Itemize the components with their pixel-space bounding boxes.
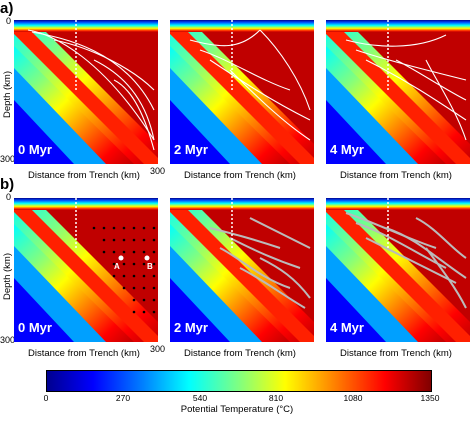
particle-dot [152, 310, 156, 314]
panel-b-2: 4 Myr [326, 198, 470, 342]
particle-dot [132, 310, 136, 314]
particle-dot [132, 274, 136, 278]
x-axis-label-b-0: Distance from Trench (km) [28, 348, 140, 359]
time-label-a-2: 4 Myr [330, 142, 364, 157]
particle-dot [142, 238, 146, 242]
temperature-field-b-1 [170, 198, 314, 342]
colorbar-title: Potential Temperature (°C) [180, 404, 294, 415]
particle-dot [132, 298, 136, 302]
particle-dot [132, 286, 136, 290]
y-axis-label-row-b: Depth (km) [2, 253, 13, 300]
particle-paths [345, 212, 467, 309]
colorbar-tick: 0 [43, 393, 49, 403]
temperature-field-a-0 [14, 20, 158, 164]
particle-dot [132, 250, 136, 254]
y-tick-top-row-b: 0 [6, 192, 12, 202]
particle-dot [142, 274, 146, 278]
particle-dot [152, 262, 156, 266]
particle-dot [112, 274, 116, 278]
temperature-field-b-0: A B [14, 198, 158, 342]
marker-b-dot [144, 255, 150, 261]
particle-dot [122, 238, 126, 242]
colorbar-tick: 1080 [343, 393, 363, 403]
particle-dot [122, 286, 126, 290]
particle-paths [209, 217, 311, 309]
particle-dot [142, 226, 146, 230]
marker-a-dot [118, 255, 124, 261]
y-tick-bottom-row-b: 300 [0, 335, 16, 345]
y-tick-top-row-a: 0 [6, 16, 12, 26]
particle-dot [112, 238, 116, 242]
particle-dot [122, 274, 126, 278]
x-axis-label-b-2: Distance from Trench (km) [340, 348, 452, 359]
particle-dot [152, 286, 156, 290]
colorbar [46, 370, 432, 392]
colorbar-tick: 810 [268, 393, 284, 403]
x-axis-label-a-2: Distance from Trench (km) [340, 170, 452, 181]
marker-a-label: A [114, 262, 120, 271]
particle-dot [142, 310, 146, 314]
temperature-field-a-2 [326, 20, 470, 164]
marker-b-label: B [147, 262, 153, 271]
time-label-a-0: 0 Myr [18, 142, 52, 157]
temperature-field-a-1 [170, 20, 314, 164]
particle-dot [132, 238, 136, 242]
particle-dot [92, 226, 96, 230]
particle-dot [102, 238, 106, 242]
row-label-b: b) [0, 176, 15, 193]
particle-dot [142, 298, 146, 302]
particle-dot [152, 238, 156, 242]
particle-dot [132, 262, 136, 266]
particle-dot [122, 262, 126, 266]
particle-dot [152, 250, 156, 254]
flow-lines [27, 29, 155, 151]
particle-dot [142, 262, 146, 266]
particle-dot [122, 250, 126, 254]
panel-a-2: 4 Myr [326, 20, 470, 164]
particle-dot [112, 226, 116, 230]
colorbar-tick: 270 [115, 393, 131, 403]
particle-dot [122, 226, 126, 230]
panel-b-1: 2 Myr [170, 198, 314, 342]
particle-dot [142, 250, 146, 254]
particle-dot [102, 250, 106, 254]
particle-dot [152, 298, 156, 302]
panel-a-1: 2 Myr [170, 20, 314, 164]
particle-dot [152, 274, 156, 278]
x-axis-label-a-1: Distance from Trench (km) [184, 170, 296, 181]
time-label-b-0: 0 Myr [18, 320, 52, 335]
particle-dot [102, 226, 106, 230]
x-axis-label-b-1: Distance from Trench (km) [184, 348, 296, 359]
panel-a-0: 0 Myr [14, 20, 158, 164]
x-tick-end-a-0: 300 [150, 166, 166, 176]
particle-dot [112, 262, 116, 266]
flow-lines [189, 29, 311, 141]
x-axis-label-a-0: Distance from Trench (km) [28, 170, 140, 181]
particle-grid [92, 226, 156, 314]
row-label-a: a) [0, 0, 14, 17]
temperature-field-b-2 [326, 198, 470, 342]
time-label-b-2: 4 Myr [330, 320, 364, 335]
colorbar-tick: 540 [192, 393, 208, 403]
panel-b-0: A B 0 Myr [14, 198, 158, 342]
x-tick-end-b-0: 300 [150, 344, 166, 354]
colorbar-tick: 1350 [420, 393, 440, 403]
time-label-b-1: 2 Myr [174, 320, 208, 335]
particle-dot [142, 286, 146, 290]
y-axis-label-row-a: Depth (km) [2, 71, 13, 118]
particle-dot [112, 250, 116, 254]
particle-dot [132, 226, 136, 230]
time-label-a-1: 2 Myr [174, 142, 208, 157]
particle-dot [152, 226, 156, 230]
y-tick-bottom-row-a: 300 [0, 154, 16, 164]
flow-lines [345, 34, 467, 141]
